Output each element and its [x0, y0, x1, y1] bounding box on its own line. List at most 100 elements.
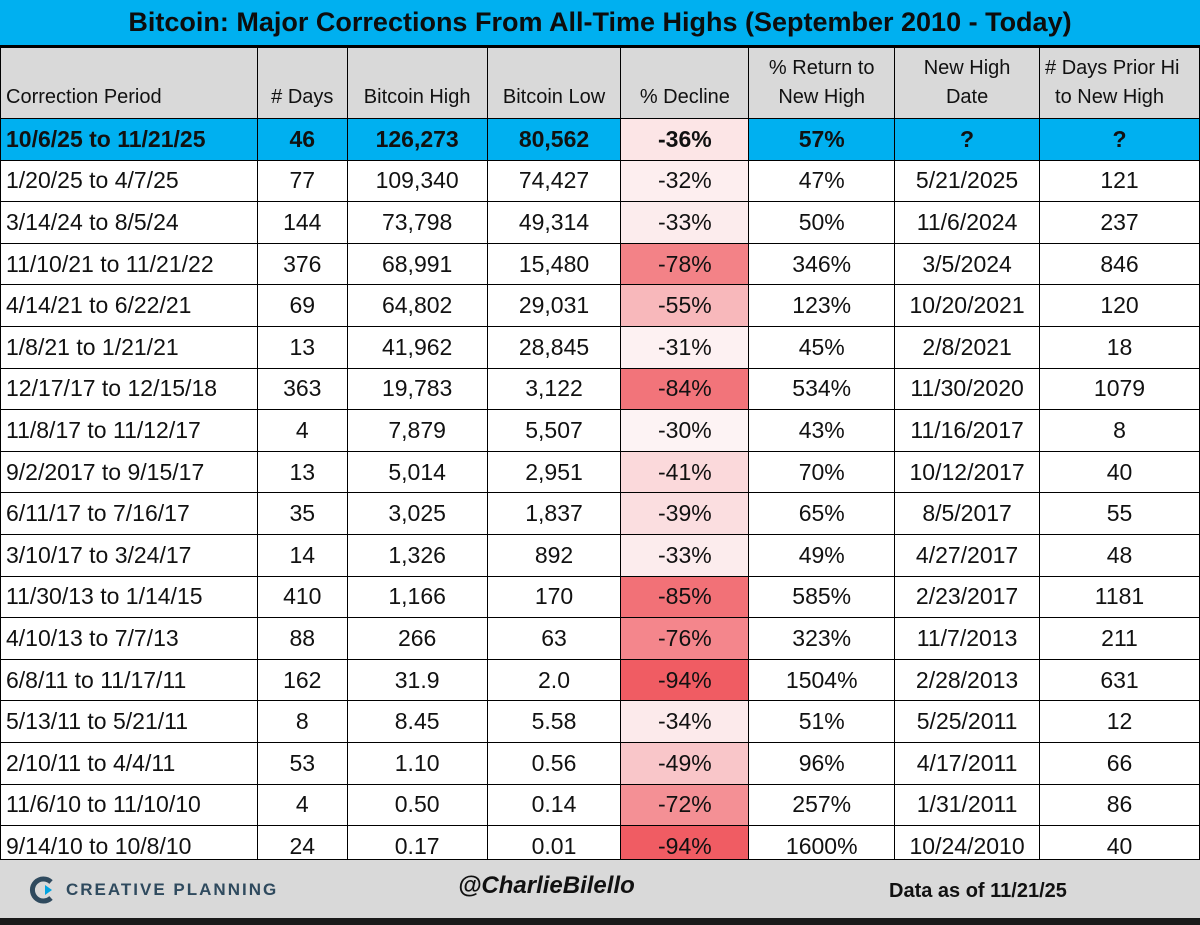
cell-low: 63: [486, 617, 622, 660]
cell-decline: -39%: [620, 492, 750, 535]
cell-low: 0.14: [486, 783, 622, 827]
col-header-return: % Return to New High: [748, 47, 896, 119]
twitter-handle: @CharlieBilello: [458, 872, 635, 899]
cell-days-prior: 48: [1039, 533, 1200, 577]
table-row: 2/10/11 to 4/4/11 53 1.10 0.56 -49% 96% 4/17/2…: [0, 741, 1200, 785]
col-header-return-line1: % Return to: [768, 57, 875, 79]
cell-days: 376: [256, 242, 348, 286]
cell-decline: -32%: [620, 159, 750, 203]
cell-return: 346%: [748, 242, 896, 286]
cell-return: 257%: [748, 783, 896, 827]
cell-new-high-date: 11/16/2017: [894, 409, 1041, 452]
logo-text: CREATIVE PLANNING: [66, 880, 279, 899]
cell-days-prior: 211: [1039, 617, 1200, 660]
table-row: 10/6/25 to 11/21/25 46 126,273 80,562 -36% 57…: [0, 118, 1200, 161]
col-header-low: Bitcoin Low: [486, 47, 622, 119]
cell-days-prior: 121: [1039, 159, 1200, 203]
table-row: 4/14/21 to 6/22/21 69 64,802 29,031 -55% 123%…: [0, 284, 1200, 327]
cell-new-high-date: 4/17/2011: [894, 741, 1041, 785]
cell-low: 2,951: [486, 450, 622, 494]
cell-return: 43%: [748, 409, 896, 452]
cell-days-prior: 8: [1039, 409, 1200, 452]
cell-new-high-date: 11/6/2024: [894, 201, 1041, 244]
cell-low: 0.56: [486, 741, 622, 785]
cell-low: 15,480: [486, 242, 622, 286]
cell-days: 410: [256, 575, 348, 619]
cell-high: 126,273: [346, 118, 488, 161]
cell-days-prior: 12: [1039, 700, 1200, 743]
creative-planning-logo: CREATIVE PLANNING: [28, 874, 278, 906]
cell-days: 162: [256, 658, 348, 702]
table-row: 9/2/2017 to 9/15/17 13 5,014 2,951 -41% 70% 10…: [0, 450, 1200, 494]
cell-decline: -31%: [620, 325, 750, 369]
cell-period: 4/14/21 to 6/22/21: [0, 284, 258, 327]
cell-new-high-date: 10/12/2017: [894, 450, 1041, 494]
cell-period: 3/10/17 to 3/24/17: [0, 533, 258, 577]
cell-return: 47%: [748, 159, 896, 203]
cell-new-high-date: 4/27/2017: [894, 533, 1041, 577]
col-header-decline: % Decline: [620, 47, 750, 119]
col-header-new-high-date: New High Date: [894, 47, 1041, 119]
cell-high: 41,962: [346, 325, 488, 369]
cell-new-high-date: 11/7/2013: [894, 617, 1041, 660]
cell-days-prior: 66: [1039, 741, 1200, 785]
cell-new-high-date: 3/5/2024: [894, 242, 1041, 286]
cell-high: 5,014: [346, 450, 488, 494]
cell-days-prior: 86: [1039, 783, 1200, 827]
col-header-days-prior-line2: to New High: [1055, 86, 1164, 108]
cell-low: 3,122: [486, 367, 622, 411]
cell-return: 1504%: [748, 658, 896, 702]
table-row: 4/10/13 to 7/7/13 88 266 63 -76% 323% 11/7/201…: [0, 617, 1200, 660]
cell-low: 892: [486, 533, 622, 577]
cell-decline: -94%: [620, 658, 750, 702]
col-header-new-high-line1: New High: [923, 57, 1011, 79]
cell-high: 64,802: [346, 284, 488, 327]
cell-period: 5/13/11 to 5/21/11: [0, 700, 258, 743]
footer: CREATIVE PLANNING @CharlieBilello Data a…: [0, 859, 1200, 919]
cell-high: 0.50: [346, 783, 488, 827]
table-row: 12/17/17 to 12/15/18 363 19,783 3,122 -84% 53…: [0, 367, 1200, 411]
cell-high: 73,798: [346, 201, 488, 244]
page-title: Bitcoin: Major Corrections From All-Time…: [0, 0, 1200, 47]
table-row: 5/13/11 to 5/21/11 8 8.45 5.58 -34% 51% 5/25/2…: [0, 700, 1200, 743]
cell-days: 13: [256, 325, 348, 369]
cell-days-prior: 55: [1039, 492, 1200, 535]
cell-decline: -30%: [620, 409, 750, 452]
cell-days: 69: [256, 284, 348, 327]
cell-days: 46: [256, 118, 348, 161]
bottom-border: [0, 918, 1200, 925]
cell-low: 29,031: [486, 284, 622, 327]
table-row: 6/11/17 to 7/16/17 35 3,025 1,837 -39% 65% 8/5…: [0, 492, 1200, 535]
cell-days: 4: [256, 409, 348, 452]
cell-days: 88: [256, 617, 348, 660]
cell-period: 11/30/13 to 1/14/15: [0, 575, 258, 619]
cell-days: 13: [256, 450, 348, 494]
cell-days: 35: [256, 492, 348, 535]
table-row: 1/8/21 to 1/21/21 13 41,962 28,845 -31% 45% 2/…: [0, 325, 1200, 369]
cell-decline: -84%: [620, 367, 750, 411]
cell-period: 10/6/25 to 11/21/25: [0, 118, 258, 161]
cell-period: 4/10/13 to 7/7/13: [0, 617, 258, 660]
cell-low: 1,837: [486, 492, 622, 535]
col-header-days-prior: # Days Prior Hi to New High: [1039, 47, 1200, 119]
cell-high: 8.45: [346, 700, 488, 743]
cell-return: 49%: [748, 533, 896, 577]
cell-decline: -76%: [620, 617, 750, 660]
cell-days: 363: [256, 367, 348, 411]
cell-period: 3/14/24 to 8/5/24: [0, 201, 258, 244]
cell-period: 12/17/17 to 12/15/18: [0, 367, 258, 411]
corrections-table: Correction Period # Days Bitcoin High Bi…: [0, 47, 1200, 868]
cell-return: 323%: [748, 617, 896, 660]
cell-return: 585%: [748, 575, 896, 619]
cell-new-high-date: 1/31/2011: [894, 783, 1041, 827]
table-row: 11/10/21 to 11/21/22 376 68,991 15,480 -78% 3…: [0, 242, 1200, 286]
cell-days-prior: 40: [1039, 450, 1200, 494]
cell-decline: -49%: [620, 741, 750, 785]
cell-high: 1,166: [346, 575, 488, 619]
cell-period: 6/11/17 to 7/16/17: [0, 492, 258, 535]
cell-return: 57%: [748, 118, 896, 161]
cell-decline: -36%: [620, 118, 750, 161]
table-row: 6/8/11 to 11/17/11 162 31.9 2.0 -94% 1504% 2/2…: [0, 658, 1200, 702]
cell-decline: -41%: [620, 450, 750, 494]
